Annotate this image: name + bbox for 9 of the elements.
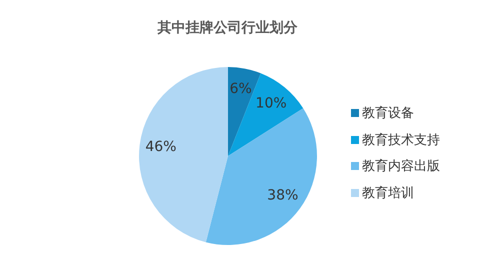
data-label: 38%: [267, 187, 298, 204]
data-label: 6%: [230, 81, 252, 98]
legend-label: 教育技术支持: [362, 132, 440, 149]
legend-label: 教育设备: [362, 104, 414, 122]
data-label: 46%: [145, 139, 176, 156]
data-label: 10%: [256, 96, 287, 112]
legend-label: 教育内容出版: [362, 158, 440, 176]
legend-label: 教育培训: [362, 184, 414, 202]
chart-title: 其中挂牌公司行业划分: [156, 19, 298, 37]
